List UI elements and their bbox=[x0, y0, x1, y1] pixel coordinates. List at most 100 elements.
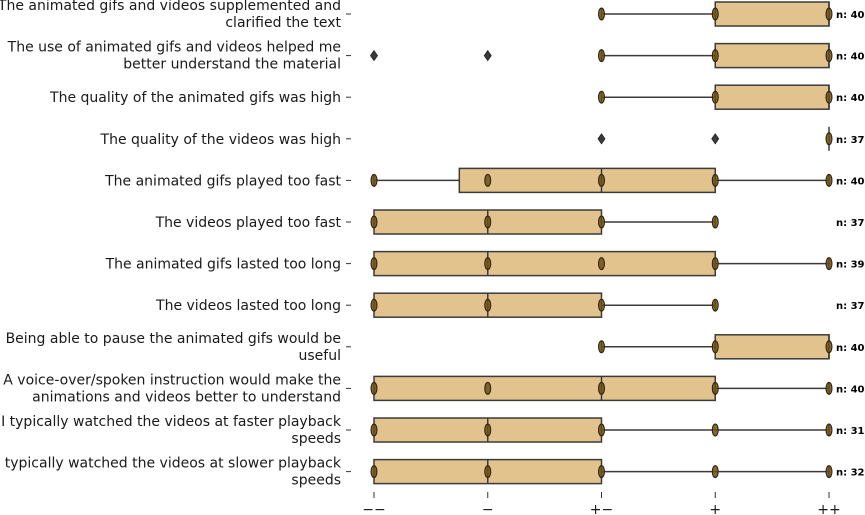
box-row: The videos played too fast n: 37 bbox=[155, 209, 865, 235]
data-point bbox=[825, 381, 833, 395]
data-point bbox=[825, 132, 833, 146]
n-count-label: n: 40 bbox=[836, 343, 865, 354]
box-row: The quality of the videos was high n: 37 bbox=[100, 126, 865, 151]
data-point bbox=[484, 465, 492, 479]
row-label-line: The videos lasted too long bbox=[155, 298, 341, 314]
data-point bbox=[825, 340, 833, 354]
rows-layer: The animated gifs and videos supplemente… bbox=[0, 0, 865, 489]
box-row: The animated gifs lasted too long n: 39 bbox=[105, 250, 865, 277]
data-point bbox=[711, 340, 719, 354]
box-iqr bbox=[714, 42, 830, 69]
row-label-line: I typically watched the videos at faster… bbox=[1, 414, 342, 430]
data-point bbox=[484, 423, 492, 437]
box-iqr bbox=[714, 84, 830, 110]
box-row: I typically watched the videos at faster… bbox=[1, 414, 864, 447]
row-label: The videos lasted too long bbox=[155, 298, 341, 314]
data-point bbox=[598, 340, 605, 354]
n-count-label: n: 37 bbox=[836, 218, 865, 229]
n-count-label: n: 32 bbox=[836, 468, 865, 479]
row-label: The animated gifs and videos supplemente… bbox=[0, 0, 342, 31]
row-label-line: The quality of the animated gifs was hig… bbox=[49, 90, 341, 106]
n-count-label: n: 40 bbox=[836, 93, 865, 104]
x-axis: −− − +− + ++ bbox=[362, 492, 841, 515]
row-label: The quality of the videos was high bbox=[100, 132, 341, 148]
data-point bbox=[484, 381, 492, 395]
data-point bbox=[711, 465, 719, 479]
outlier-marker bbox=[483, 49, 492, 62]
row-label-line: useful bbox=[299, 348, 341, 364]
data-point bbox=[711, 298, 719, 312]
box-iqr bbox=[458, 167, 716, 194]
box-row: The use of animated gifs and videos help… bbox=[7, 40, 865, 73]
data-point bbox=[370, 173, 378, 187]
row-label: A voice-over/spoken instruction would ma… bbox=[3, 372, 341, 405]
data-point bbox=[370, 465, 378, 479]
n-count-label: n: 37 bbox=[836, 301, 865, 312]
row-label-line: clarified the text bbox=[225, 15, 341, 31]
data-point bbox=[711, 90, 719, 104]
data-point bbox=[598, 49, 605, 63]
row-label-line: A voice-over/spoken instruction would ma… bbox=[3, 372, 341, 388]
row-label-line: speeds bbox=[291, 473, 341, 489]
data-point bbox=[370, 381, 378, 395]
data-point bbox=[711, 381, 719, 395]
data-point bbox=[484, 215, 492, 229]
x-tick-label: +− bbox=[590, 502, 613, 515]
data-point bbox=[711, 7, 719, 21]
data-point bbox=[598, 215, 605, 229]
box-row: Being able to pause the animated gifs wo… bbox=[6, 331, 865, 364]
row-label-line: The animated gifs lasted too long bbox=[105, 257, 341, 273]
data-point bbox=[598, 90, 605, 104]
x-tick-label: + bbox=[709, 502, 721, 515]
n-count-label: n: 40 bbox=[836, 52, 865, 63]
row-label-line: The animated gifs and videos supplemente… bbox=[0, 0, 341, 14]
n-count-label: n: 40 bbox=[836, 176, 865, 187]
data-point bbox=[825, 7, 833, 21]
row-label-line: The videos played too fast bbox=[155, 215, 342, 231]
data-point bbox=[484, 173, 492, 187]
data-point bbox=[484, 298, 492, 312]
data-point bbox=[370, 257, 378, 271]
data-point bbox=[370, 298, 378, 312]
row-label: The animated gifs played too fast bbox=[104, 173, 341, 189]
row-label: I typically watched the videos at faster… bbox=[1, 414, 342, 447]
row-label-line: The use of animated gifs and videos help… bbox=[7, 40, 341, 56]
n-count-label: n: 31 bbox=[836, 426, 865, 437]
row-label-line: speeds bbox=[291, 431, 341, 447]
row-label-line: Being able to pause the animated gifs wo… bbox=[6, 331, 341, 347]
row-label-line: The quality of the videos was high bbox=[100, 132, 341, 148]
n-count-label: n: 39 bbox=[836, 260, 865, 271]
data-point bbox=[825, 49, 833, 63]
row-label: I typically watched the videos at slower… bbox=[0, 456, 342, 489]
box-row: The animated gifs and videos supplemente… bbox=[0, 0, 865, 31]
data-point bbox=[598, 423, 605, 437]
outlier-marker bbox=[597, 133, 606, 145]
row-label-line: I typically watched the videos at slower… bbox=[0, 456, 342, 472]
data-point bbox=[484, 257, 492, 271]
box-row: The animated gifs played too fast n: 40 bbox=[104, 167, 865, 194]
data-point bbox=[370, 215, 378, 229]
n-count-label: n: 40 bbox=[836, 384, 865, 395]
data-point bbox=[825, 257, 833, 271]
data-point bbox=[711, 257, 719, 271]
data-point bbox=[711, 49, 719, 63]
row-label: The animated gifs lasted too long bbox=[105, 257, 341, 273]
row-label: Being able to pause the animated gifs wo… bbox=[6, 331, 341, 364]
row-label: The videos played too fast bbox=[155, 215, 342, 231]
n-count-label: n: 37 bbox=[836, 135, 865, 146]
box-row: The videos lasted too long n: 37 bbox=[155, 292, 865, 318]
data-point bbox=[711, 423, 719, 437]
data-point bbox=[711, 173, 719, 187]
box-row: I typically watched the videos at slower… bbox=[0, 456, 865, 489]
row-label-line: better understand the material bbox=[123, 57, 341, 73]
data-point bbox=[598, 173, 605, 187]
box-iqr bbox=[714, 334, 830, 360]
data-point bbox=[825, 90, 833, 104]
x-tick-label: −− bbox=[362, 502, 385, 515]
row-label-line: animations and videos better to understa… bbox=[32, 389, 341, 405]
n-count-label: n: 40 bbox=[836, 10, 865, 21]
data-point bbox=[370, 423, 378, 437]
data-point bbox=[598, 381, 605, 395]
row-label-line: The animated gifs played too fast bbox=[104, 173, 341, 189]
